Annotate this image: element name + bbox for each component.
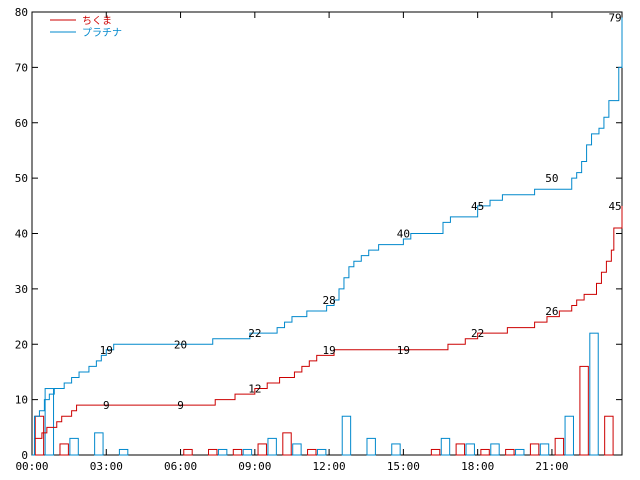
hourly-bar-chikuma: [455, 443, 466, 456]
plot-area-frame: [31, 11, 623, 456]
series-line-platina: [32, 17, 623, 456]
y-tick-label: 20: [15, 338, 28, 351]
data-label-platina: 79: [608, 12, 621, 25]
hourly-bar-platina: [465, 443, 475, 456]
x-tick-label: 12:00: [313, 460, 346, 473]
hourly-bar-chikuma: [480, 448, 490, 456]
data-label-chikuma: 22: [471, 327, 484, 340]
x-tick-label: 09:00: [238, 460, 271, 473]
x-tick-label: 03:00: [90, 460, 123, 473]
x-tick-label: 18:00: [461, 460, 494, 473]
y-tick-label: 60: [15, 117, 28, 130]
data-label-layer: 9 9 12 19 19 22 26 45 19 20 22 28 40 45 50 79: [100, 12, 622, 413]
hourly-bar-chikuma: [579, 365, 589, 456]
hourly-bar-chikuma: [232, 448, 243, 456]
data-label-platina: 45: [471, 200, 484, 213]
x-tick-label: 06:00: [164, 460, 197, 473]
hourly-bar-platina: [564, 415, 574, 456]
hourly-bar-chikuma: [604, 415, 614, 456]
hourly-bar-platina: [267, 437, 277, 456]
hourly-bar-chikuma: [183, 448, 193, 456]
series-line-chikuma: [32, 205, 623, 456]
hourly-bar-platina: [440, 437, 451, 456]
y-axis: 0 10 20 30 40 50 60 70 80: [15, 6, 622, 462]
hourly-bar-platina: [292, 443, 302, 456]
hourly-bar-platina: [391, 443, 401, 456]
hourly-bar-platina: [44, 388, 55, 456]
y-tick-label: 80: [15, 6, 28, 19]
legend-label-platina: プラチナ: [82, 27, 122, 39]
x-tick-label: 15:00: [387, 460, 420, 473]
y-tick-label: 10: [15, 394, 28, 407]
data-label-platina: 40: [397, 228, 410, 241]
hourly-bar-platina: [94, 432, 104, 456]
data-label-platina: 19: [100, 344, 113, 357]
hourly-bar-chikuma: [257, 443, 267, 456]
hourly-bar-platina: [589, 332, 599, 456]
hourly-bar-chikuma: [505, 448, 515, 456]
hourly-bar-platina: [217, 448, 228, 456]
data-label-platina: 22: [248, 327, 261, 340]
cumulative-line-layer: [32, 17, 623, 456]
hourly-bar-chikuma: [430, 448, 441, 456]
data-label-chikuma: 9: [103, 399, 110, 412]
data-label-platina: 50: [545, 172, 558, 185]
hourly-bar-platina: [539, 443, 550, 456]
hourly-bar-chikuma: [307, 448, 317, 456]
hourly-bar-chikuma: [282, 432, 292, 456]
hourly-bar-platina: [341, 415, 352, 456]
hourly-bar-chikuma: [529, 443, 540, 456]
hourly-bar-chikuma: [554, 437, 565, 456]
data-label-chikuma: 45: [608, 200, 621, 213]
y-tick-label: 70: [15, 61, 28, 74]
hourly-bar-chikuma: [59, 443, 69, 456]
hourly-bar-platina: [366, 437, 376, 456]
hourly-bar-platina: [69, 437, 79, 456]
data-label-chikuma: 12: [248, 383, 261, 396]
data-label-platina: 28: [322, 294, 335, 307]
data-label-platina: 20: [174, 338, 187, 351]
hourly-bar-platina: [316, 448, 327, 456]
legend: ちくま プラチナ: [50, 15, 122, 39]
data-label-chikuma: 26: [545, 305, 558, 318]
data-label-chikuma: 9: [177, 399, 184, 412]
hourly-bar-platina: [515, 448, 525, 456]
hourly-bar-platina: [118, 448, 129, 456]
hourly-bar-chikuma: [208, 448, 218, 456]
y-tick-label: 30: [15, 283, 28, 296]
legend-label-chikuma: ちくま: [82, 15, 112, 27]
y-tick-label: 50: [15, 172, 28, 185]
x-tick-label: 00:00: [15, 460, 48, 473]
hourly-bar-layer: [34, 332, 614, 456]
hourly-bar-platina: [490, 443, 500, 456]
hourly-bar-platina: [242, 448, 253, 456]
x-axis: 00:00 03:00 06:00 09:00 12:00 15:00 18:00 21:00: [15, 12, 568, 473]
data-label-chikuma: 19: [397, 344, 410, 357]
y-tick-label: 40: [15, 228, 28, 241]
y-tick-label: 0: [21, 449, 28, 462]
data-label-chikuma: 19: [322, 344, 335, 357]
x-tick-label: 21:00: [535, 460, 568, 473]
